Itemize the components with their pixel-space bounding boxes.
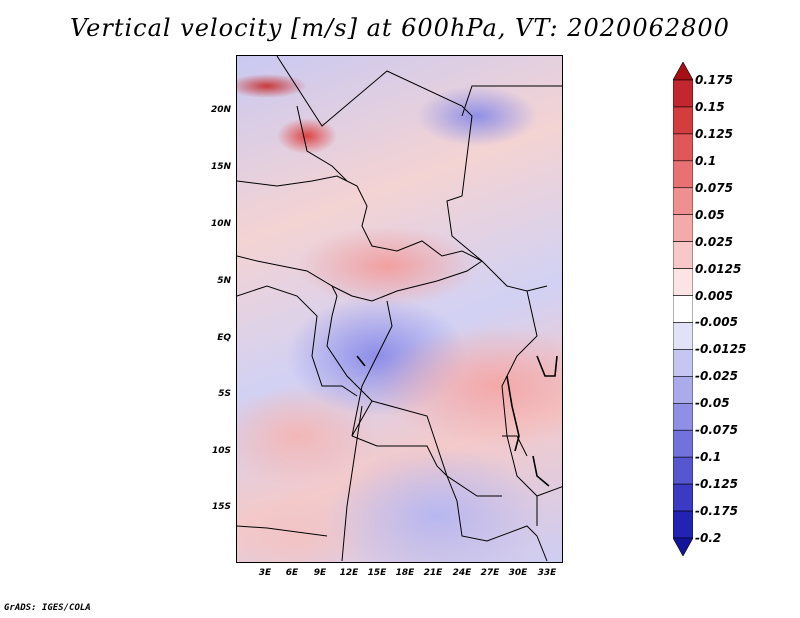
grads-credit: GrADS: IGES/COLA xyxy=(4,603,91,613)
colorbar xyxy=(673,62,693,556)
lat-label-15n: 15N xyxy=(210,162,231,172)
colorbar-label: -0.05 xyxy=(695,396,730,411)
lat-label-15s: 15S xyxy=(211,502,231,512)
colorbar-label: 0.075 xyxy=(695,180,733,195)
lon-label-15e: 15E xyxy=(367,568,387,578)
colorbar-swatch xyxy=(673,402,693,431)
colorbar-label: -0.025 xyxy=(695,369,738,384)
colorbar-swatch xyxy=(673,322,693,350)
country-borders xyxy=(237,56,562,562)
lon-label-33e: 33E xyxy=(537,568,557,578)
colorbar-label: 0.0125 xyxy=(695,261,742,276)
lat-label-20n: 20N xyxy=(210,105,231,115)
colorbar-label: -0.2 xyxy=(695,531,722,545)
colorbar-label: 0.125 xyxy=(695,126,733,141)
colorbar-swatch xyxy=(673,483,693,512)
colorbar-swatch xyxy=(673,510,693,539)
colorbar-swatch xyxy=(673,106,693,135)
colorbar-swatch xyxy=(673,79,693,108)
lon-label-30e: 30E xyxy=(508,568,528,578)
colorbar-label: -0.1 xyxy=(695,450,722,465)
colorbar-swatch xyxy=(673,241,693,269)
colorbar-label: -0.0125 xyxy=(695,342,747,357)
lon-label-21e: 21E xyxy=(423,568,443,578)
colorbar-label: 0.05 xyxy=(695,207,725,222)
colorbar-swatch xyxy=(673,349,693,377)
lon-label-6e: 6E xyxy=(285,568,299,578)
lon-label-24e: 24E xyxy=(452,568,472,578)
colorbar-swatch xyxy=(673,133,693,162)
lon-label-12e: 12E xyxy=(339,568,359,578)
colorbar-swatch xyxy=(673,62,693,81)
colorbar-swatch xyxy=(673,295,693,323)
colorbar-swatch xyxy=(673,268,693,296)
colorbar-swatch xyxy=(673,376,693,404)
lon-label-18e: 18E xyxy=(395,568,415,578)
lat-label-eq: EQ xyxy=(217,333,231,343)
colorbar-label: 0.15 xyxy=(695,99,725,114)
colorbar-label: -0.075 xyxy=(695,423,738,438)
colorbar-label: 0.005 xyxy=(695,288,733,303)
lat-label-5n: 5N xyxy=(217,276,231,286)
colorbar-label: 0.1 xyxy=(695,153,717,168)
map-panel xyxy=(236,55,563,563)
lat-label-5s: 5S xyxy=(218,389,231,399)
colorbar-swatch xyxy=(673,214,693,242)
chart-title: Vertical velocity [m/s] at 600hPa, VT: 2… xyxy=(70,14,730,42)
colorbar-swatch xyxy=(673,160,693,189)
colorbar-swatch xyxy=(673,537,693,556)
lon-label-3e: 3E xyxy=(258,568,272,578)
colorbar-swatch xyxy=(673,187,693,216)
colorbar-swatch xyxy=(673,456,693,485)
lon-label-27e: 27E xyxy=(480,568,500,578)
lon-label-9e: 9E xyxy=(313,568,327,578)
colorbar-label: 0.175 xyxy=(695,73,733,87)
lat-label-10s: 10S xyxy=(211,446,231,456)
colorbar-label: -0.175 xyxy=(695,504,738,519)
colorbar-swatch xyxy=(673,429,693,458)
colorbar-label: -0.005 xyxy=(695,315,738,330)
lat-label-10n: 10N xyxy=(210,219,231,229)
colorbar-label: 0.025 xyxy=(695,234,733,249)
colorbar-label: -0.125 xyxy=(695,477,738,492)
